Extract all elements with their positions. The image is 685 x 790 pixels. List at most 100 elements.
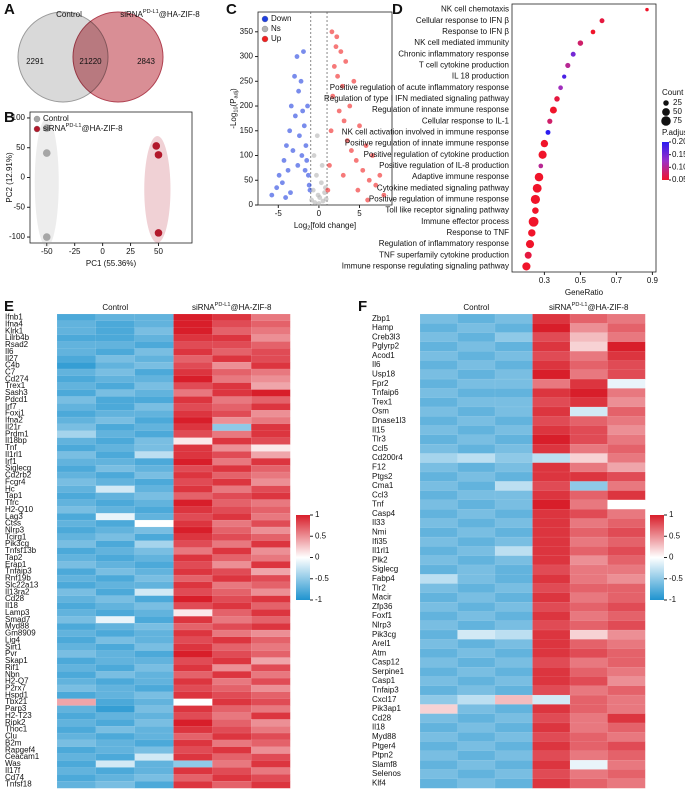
heat-cell bbox=[494, 601, 533, 612]
heat-cell bbox=[251, 774, 291, 782]
heat-cell bbox=[95, 691, 136, 700]
heat-cell bbox=[56, 506, 97, 514]
size-legend-label: 75 bbox=[673, 116, 682, 125]
heat-cell bbox=[607, 611, 646, 622]
x-tick-label: 5 bbox=[357, 209, 362, 218]
heat-cell bbox=[56, 568, 97, 576]
heat-cell bbox=[173, 643, 213, 652]
heat-cell bbox=[251, 499, 291, 507]
heat-cell bbox=[173, 410, 213, 418]
text-part: ) bbox=[229, 88, 238, 91]
point bbox=[357, 123, 362, 129]
heat-cell bbox=[419, 406, 458, 417]
heat-cell bbox=[419, 741, 458, 752]
row-label: Rif1 bbox=[5, 663, 20, 672]
heat-cell bbox=[607, 722, 646, 733]
row-label: Tfrc bbox=[5, 498, 19, 507]
heat-cell bbox=[95, 396, 136, 404]
heat-cell bbox=[134, 361, 174, 370]
heat-cell bbox=[173, 664, 213, 672]
heat-cell bbox=[134, 554, 174, 562]
row-label: Osm bbox=[372, 407, 389, 416]
heat-cell bbox=[56, 368, 97, 377]
y-tick-label: 350 bbox=[240, 27, 254, 36]
row-label: Ccl5 bbox=[372, 444, 389, 453]
heat-cell bbox=[532, 601, 571, 612]
heat-cell bbox=[419, 750, 458, 761]
legend-label: Down bbox=[271, 14, 291, 23]
heat-cell bbox=[457, 676, 496, 687]
heat-cell bbox=[532, 732, 571, 742]
heat-cell bbox=[607, 583, 646, 594]
heat-cell bbox=[569, 388, 608, 399]
term-label: Immune effector process bbox=[421, 217, 509, 226]
row-label: Tnfaip6 bbox=[372, 388, 399, 397]
row-label: Erap1 bbox=[5, 560, 27, 569]
heat-cell bbox=[134, 712, 174, 720]
heat-cell bbox=[419, 601, 458, 612]
row-label: Plk2 bbox=[372, 555, 388, 564]
point bbox=[316, 201, 322, 206]
heat-cell bbox=[607, 750, 646, 761]
colorbar-label: -1 bbox=[669, 595, 677, 604]
point bbox=[365, 197, 371, 203]
row-label: Pvr bbox=[5, 649, 17, 658]
heat-cell bbox=[532, 546, 571, 557]
row-label: Klrk1 bbox=[5, 326, 24, 335]
dot bbox=[534, 172, 544, 182]
heat-cell bbox=[212, 416, 252, 425]
heat-cell bbox=[95, 492, 136, 500]
heat-cell bbox=[212, 403, 252, 411]
point bbox=[154, 229, 163, 237]
heat-cell bbox=[251, 684, 291, 693]
heat-cell bbox=[607, 471, 646, 482]
heat-cell bbox=[56, 657, 97, 665]
row-label: Ccl3 bbox=[372, 490, 389, 499]
heat-cell bbox=[457, 481, 496, 492]
heat-cell bbox=[134, 705, 174, 713]
heat-cell bbox=[134, 671, 174, 679]
heat-cell bbox=[457, 601, 496, 612]
row-label: Ifnb1 bbox=[5, 313, 23, 322]
text-part: @HA-ZIF-8 bbox=[159, 10, 201, 19]
row-label: Il17f bbox=[5, 766, 21, 775]
row-label: Nbn bbox=[5, 670, 20, 679]
heat-cell bbox=[607, 694, 646, 705]
heat-cell bbox=[251, 327, 291, 336]
heat-cell bbox=[95, 526, 136, 535]
text-part: siRNA bbox=[43, 124, 66, 133]
heat-cell bbox=[251, 410, 291, 418]
heat-cell bbox=[251, 732, 291, 741]
heat-cell bbox=[212, 513, 252, 521]
heat-cell bbox=[56, 698, 97, 706]
heat-cell bbox=[56, 705, 97, 713]
row-label: Ifna4 bbox=[5, 319, 23, 328]
heat-cell bbox=[134, 691, 174, 700]
heat-cell bbox=[134, 451, 174, 459]
heat-cell bbox=[607, 601, 646, 612]
heat-cell bbox=[212, 519, 252, 528]
row-label: Casp4 bbox=[372, 509, 396, 518]
point bbox=[329, 29, 335, 35]
row-label: Rapgef4 bbox=[5, 745, 36, 754]
heat-cell bbox=[95, 499, 136, 507]
heat-cell bbox=[532, 592, 571, 603]
heat-cell bbox=[607, 676, 646, 687]
colorbar-label: 0.10 bbox=[672, 162, 685, 171]
row-label: Il15 bbox=[372, 425, 385, 434]
heat-cell bbox=[56, 416, 97, 425]
row-label: Tbx21 bbox=[5, 697, 28, 706]
row-label: Il27 bbox=[5, 354, 18, 363]
heat-cell bbox=[251, 478, 291, 487]
row-label: Serpine1 bbox=[372, 667, 405, 676]
heat-cell bbox=[532, 667, 571, 677]
point bbox=[297, 133, 302, 139]
heat-cell bbox=[569, 471, 608, 482]
heat-cell bbox=[212, 341, 252, 349]
heat-cell bbox=[173, 746, 213, 755]
heat-cell bbox=[419, 574, 458, 584]
text-part: 10 bbox=[234, 106, 240, 112]
heat-cell bbox=[419, 481, 458, 492]
heat-cell bbox=[457, 536, 496, 547]
heat-cell bbox=[56, 513, 97, 521]
